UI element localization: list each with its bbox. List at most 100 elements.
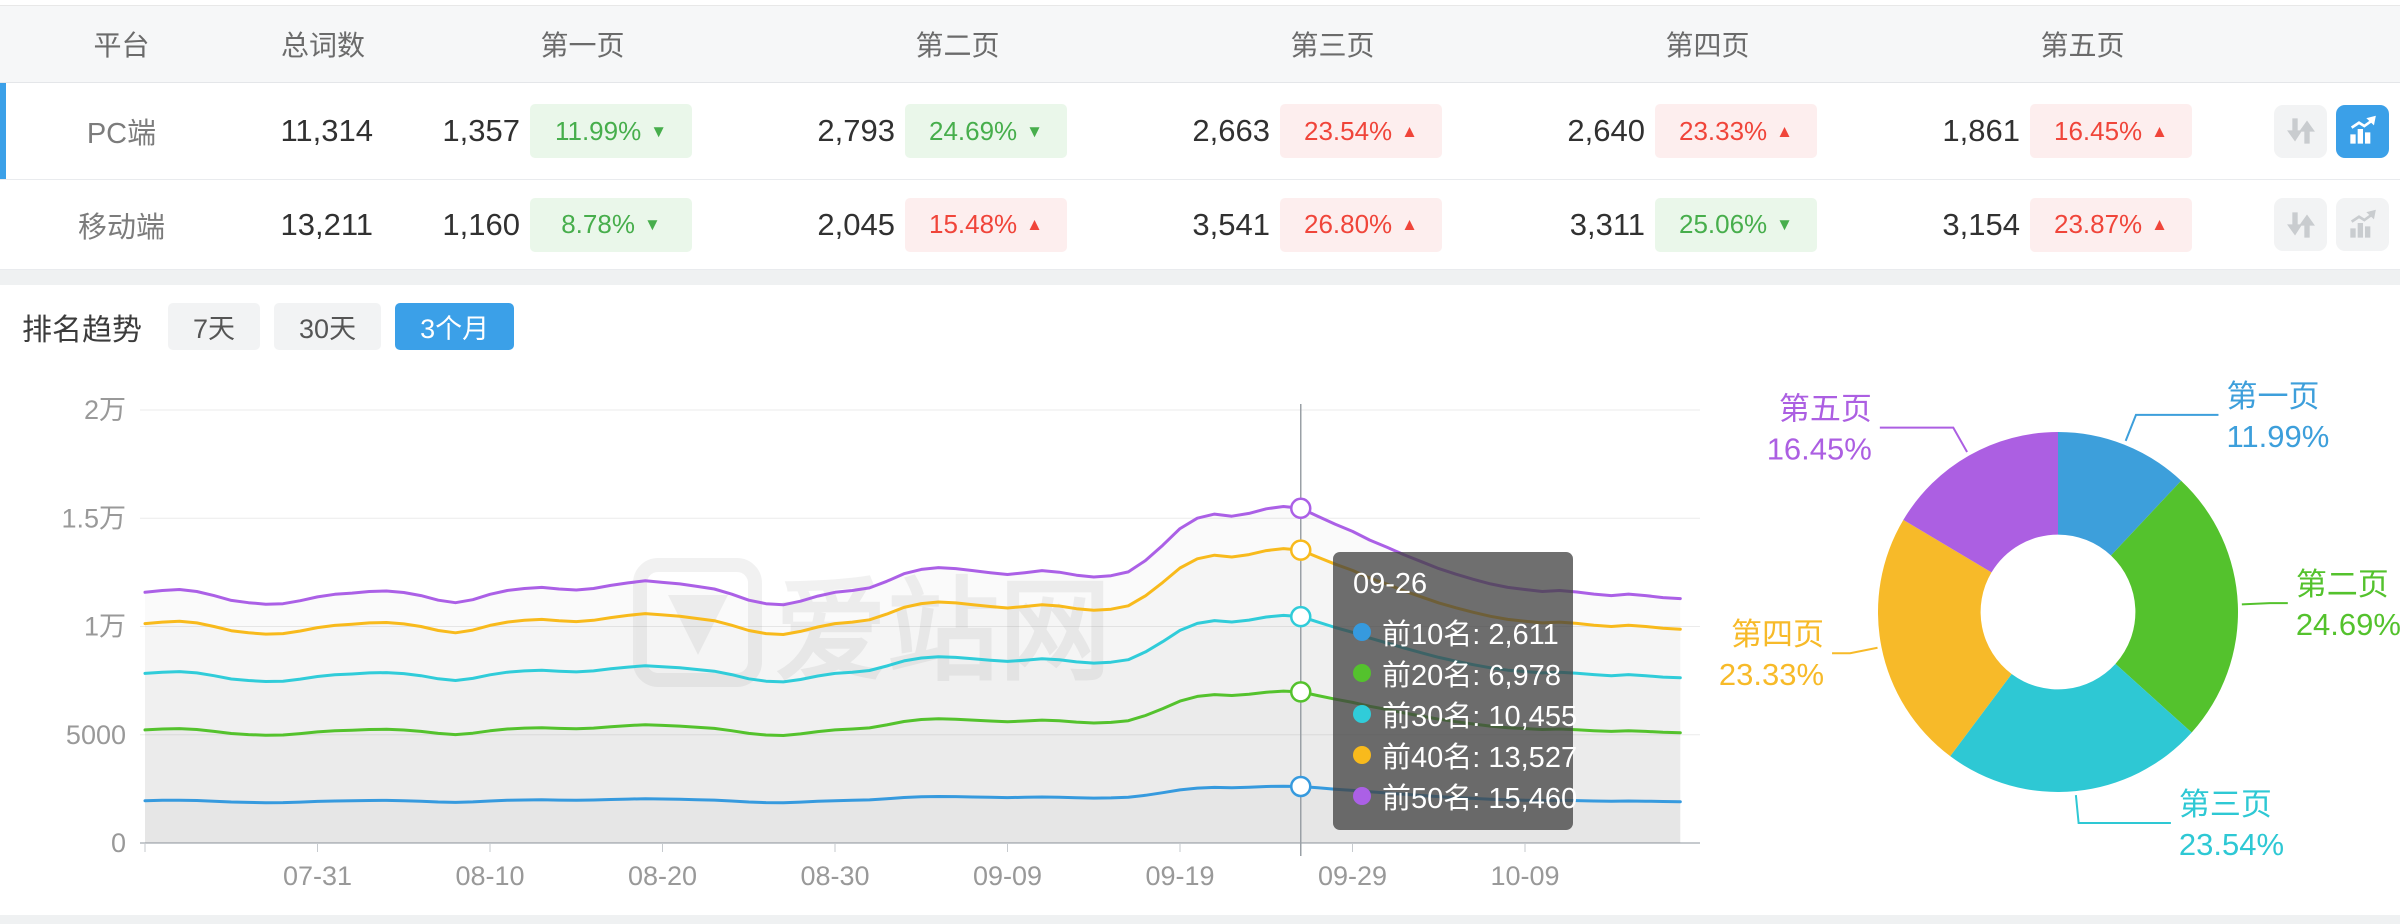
- arrow-up-icon: ▲: [1026, 215, 1043, 234]
- rank-trend-line-chart[interactable]: 0 5000 1万 1.5万 2万 07-31 08-10 08-20 08-30 09-09 09…: [0, 380, 1700, 910]
- page-count: 3,311: [1569, 206, 1645, 242]
- y-axis-label: 2万: [84, 395, 126, 425]
- page-3-cell: 3,541 26.80% ▲: [1145, 197, 1520, 252]
- section-divider: [0, 270, 2400, 285]
- trend-chart-button[interactable]: [2336, 198, 2389, 251]
- page-2-cell: 2,793 24.69% ▼: [770, 104, 1145, 158]
- page-1-cell: 1,357 11.99% ▼: [395, 104, 770, 158]
- total-words-cell: 13,211: [280, 206, 373, 242]
- page-count: 1,160: [442, 206, 520, 242]
- line-chart-icon: [2349, 115, 2376, 144]
- percent-badge: 24.69% ▼: [905, 104, 1067, 158]
- column-header-platform: 平台: [93, 30, 150, 61]
- page-count: 3,154: [1942, 206, 2020, 242]
- arrow-down-icon: ▼: [643, 215, 661, 234]
- y-axis-label: 0: [111, 828, 126, 858]
- arrow-down-icon: ▼: [650, 121, 668, 141]
- table-row[interactable]: PC端 11,314 1,357 11.99% ▼ 2,793 24.69% ▼ 2,663 23…: [0, 83, 2400, 180]
- hover-marker-前30名: [1290, 605, 1312, 628]
- column-header-page-1: 第一页: [540, 30, 625, 61]
- platform-cell: PC端: [86, 118, 157, 150]
- donut-slice-第四页[interactable]: [1878, 519, 2012, 757]
- sort-button[interactable]: [2274, 198, 2327, 251]
- donut-label-name: 第五页: [1779, 392, 1872, 427]
- tab-range-7天[interactable]: 7天: [168, 303, 261, 350]
- y-axis-label: 5000: [66, 720, 126, 750]
- percent-badge: 23.54% ▲: [1280, 104, 1442, 158]
- percent-badge: 8.78% ▼: [530, 197, 692, 252]
- percent-badge: 26.80% ▲: [1280, 197, 1442, 252]
- page-2-cell: 2,045 15.48% ▲: [770, 197, 1145, 252]
- column-header-page-5: 第五页: [2040, 30, 2125, 61]
- page-count: 1,357: [442, 113, 520, 148]
- row-actions: [2270, 104, 2400, 158]
- rank-table: 平台 总词数 第一页 第二页 第三页 第四页 第五页 PC端 11,314 1,357 11.99…: [0, 5, 2400, 270]
- top-strip: [0, 0, 2400, 5]
- page-distribution-donut-chart[interactable]: 第一页 11.99% 第二页 24.69% 第三页 23.54% 第四页 23.33% 第五页 1…: [1700, 380, 2400, 910]
- donut-slice-第一页[interactable]: [2058, 432, 2182, 556]
- page-count: 2,045: [817, 206, 895, 242]
- page-1-cell: 1,160 8.78% ▼: [395, 197, 770, 252]
- row-actions: [2270, 198, 2400, 251]
- x-axis-label: 10-09: [1490, 861, 1559, 891]
- tab-range-30天[interactable]: 30天: [274, 303, 382, 350]
- donut-label-percent: 11.99%: [2226, 419, 2329, 454]
- arrow-up-icon: ▲: [1401, 215, 1418, 234]
- tab-range-3个月[interactable]: 3个月: [395, 303, 515, 350]
- sort-button[interactable]: [2274, 104, 2327, 158]
- arrow-up-icon: ▲: [2151, 121, 2168, 141]
- label-leader-line: [2074, 795, 2171, 824]
- donut-slice-第三页[interactable]: [1950, 663, 2192, 792]
- label-leader-line: [2241, 602, 2288, 606]
- trend-section: 排名趋势 7天 30天 3个月 0 5000 1万 1.5万 2万 07-31 08-10 08-…: [0, 285, 2400, 915]
- hover-marker-前10名: [1290, 775, 1312, 798]
- arrow-down-icon: ▼: [1776, 215, 1793, 234]
- table-row[interactable]: 移动端 13,211 1,160 8.78% ▼ 2,045 15.48% ▲ 3,541 26.…: [0, 180, 2400, 270]
- column-header-page-2: 第二页: [915, 30, 1000, 61]
- label-leader-line: [2124, 413, 2219, 442]
- x-axis-label: 08-30: [800, 861, 869, 891]
- hover-marker-前50名: [1290, 497, 1312, 520]
- page-4-cell: 3,311 25.06% ▼: [1520, 197, 1895, 252]
- x-axis-label: 08-10: [455, 861, 524, 891]
- label-leader-line: [1832, 646, 1878, 655]
- page-count: 2,793: [817, 113, 895, 148]
- donut-label-percent: 23.54%: [2179, 827, 2284, 862]
- percent-badge: 23.33% ▲: [1655, 104, 1817, 158]
- page-5-cell: 3,154 23.87% ▲: [1895, 197, 2270, 252]
- arrow-up-icon: ▲: [1401, 121, 1418, 141]
- x-axis-label: 09-29: [1318, 861, 1387, 891]
- donut-label-name: 第一页: [2226, 380, 2319, 414]
- page-count: 2,640: [1567, 113, 1645, 148]
- percent-badge: 15.48% ▲: [905, 197, 1067, 252]
- column-header-page-4: 第四页: [1665, 30, 1750, 61]
- bottom-strip: [0, 915, 2400, 924]
- donut-slice-第二页[interactable]: [2110, 480, 2238, 733]
- page-4-cell: 2,640 23.33% ▲: [1520, 104, 1895, 158]
- percent-badge: 11.99% ▼: [530, 104, 692, 158]
- donut-label-percent: 24.69%: [2296, 607, 2400, 642]
- donut-label-name: 第二页: [2296, 567, 2389, 602]
- donut-label-percent: 23.33%: [1719, 657, 1824, 692]
- arrow-down-icon: ▼: [1026, 121, 1043, 141]
- arrow-up-icon: ▲: [1776, 121, 1793, 141]
- x-axis-label: 08-20: [628, 861, 697, 891]
- percent-badge: 23.87% ▲: [2030, 197, 2192, 252]
- donut-label-percent: 16.45%: [1767, 432, 1872, 467]
- page-3-cell: 2,663 23.54% ▲: [1145, 104, 1520, 158]
- x-axis-label: 09-09: [973, 861, 1042, 891]
- range-tabs: 7天 30天 3个月: [168, 303, 515, 350]
- label-leader-line: [1879, 426, 1968, 453]
- arrow-up-icon: ▲: [2151, 215, 2168, 234]
- donut-slice-第五页[interactable]: [1903, 432, 2058, 573]
- page-count: 3,541: [1192, 206, 1270, 242]
- page-count: 1,861: [1942, 113, 2020, 148]
- sort-arrows-icon: [2286, 118, 2315, 144]
- page-count: 2,663: [1192, 113, 1270, 148]
- line-chart-icon: [2349, 209, 2376, 238]
- column-header-total: 总词数: [280, 30, 365, 61]
- column-header-page-3: 第三页: [1290, 30, 1375, 61]
- trend-chart-button[interactable]: [2336, 104, 2389, 158]
- percent-badge: 16.45% ▲: [2030, 104, 2192, 158]
